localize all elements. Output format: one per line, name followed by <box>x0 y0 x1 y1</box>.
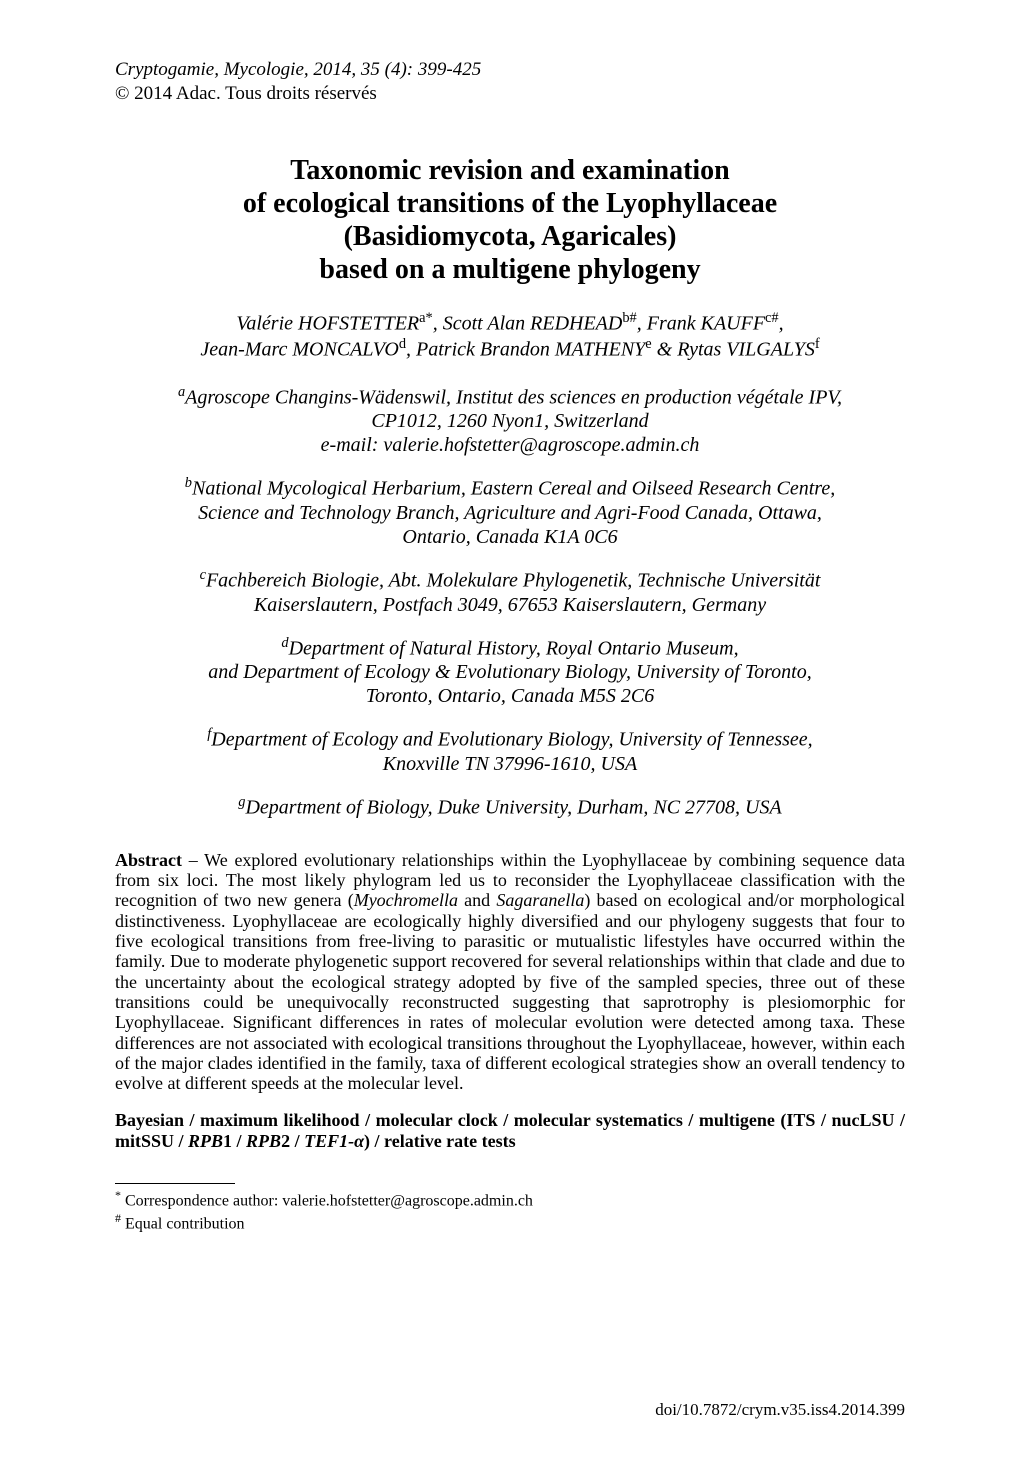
affiliation-f: fDepartment of Ecology and Evolutionary … <box>115 726 905 776</box>
author-sup: f <box>815 336 820 352</box>
affil-line: Toronto, Ontario, Canada M5S 2C6 <box>366 685 655 707</box>
affil-sup: d <box>281 635 288 651</box>
affiliation-g: gDepartment of Biology, Duke University,… <box>115 794 905 820</box>
genus-name: Sagaranella <box>496 890 584 910</box>
abstract-dash: – <box>182 850 204 870</box>
author-name: Patrick Brandon MATHENY <box>416 338 645 360</box>
abstract-text: and <box>458 890 496 910</box>
footnote-equal-contribution: # Equal contribution <box>115 1211 905 1234</box>
author-sup: c# <box>765 310 779 326</box>
author-name: Jean-Marc MONCALVO <box>200 338 398 360</box>
author-sup: a* <box>419 310 433 326</box>
copyright-line: © 2014 Adac. Tous droits réservés <box>115 82 905 106</box>
footnote-correspondence: * Correspondence author: valerie.hofstet… <box>115 1188 905 1211</box>
affil-line: Department of Ecology and Evolutionary B… <box>211 729 812 751</box>
abstract: Abstract – We explored evolutionary rela… <box>115 850 905 1094</box>
journal-reference: Cryptogamie, Mycologie, 2014, 35 (4): 39… <box>115 58 905 82</box>
title-line-2: of ecological transitions of the Lyophyl… <box>243 188 777 219</box>
gene-name: RPB <box>246 1131 281 1151</box>
title-line-4: based on a multigene phylogeny <box>319 254 700 285</box>
gene-name: TEF1-α <box>304 1131 364 1151</box>
sep: , <box>433 312 443 334</box>
gene-name: RPB <box>188 1131 223 1151</box>
article-title: Taxonomic revision and examination of ec… <box>115 154 905 286</box>
page: Cryptogamie, Mycologie, 2014, 35 (4): 39… <box>0 0 1020 1458</box>
affil-line: CP1012, 1260 Nyon1, Switzerland <box>371 410 648 432</box>
affil-line: Agroscope Changins-Wädenswil, Institut d… <box>185 386 842 408</box>
affil-line: Fachbereich Biologie, Abt. Molekulare Ph… <box>206 570 820 592</box>
affil-sup: b <box>185 475 192 491</box>
footnote-rule <box>115 1183 235 1184</box>
affil-line: Kaiserslautern, Postfach 3049, 67653 Kai… <box>254 594 766 616</box>
keywords: Bayesian / maximum likelihood / molecula… <box>115 1110 905 1153</box>
sep: , <box>637 312 647 334</box>
keywords-text: 1 / <box>223 1131 246 1151</box>
affiliation-b: bNational Mycological Herbarium, Eastern… <box>115 475 905 549</box>
author-name: Frank KAUFF <box>647 312 765 334</box>
sep: , <box>779 312 784 334</box>
affil-line: Department of Biology, Duke University, … <box>245 797 781 819</box>
author-name: Rytas VILGALYS <box>677 338 815 360</box>
doi: doi/10.7872/crym.v35.iss4.2014.399 <box>655 1400 905 1420</box>
abstract-text: ) based on ecological and/or morphologic… <box>115 890 905 1093</box>
title-line-1: Taxonomic revision and examination <box>290 155 730 186</box>
affil-line: and Department of Ecology & Evolutionary… <box>208 661 811 683</box>
footnote-text: Equal contribution <box>121 1215 245 1232</box>
author-sup: d <box>399 336 406 352</box>
author-name: Scott Alan REDHEAD <box>443 312 623 334</box>
affil-line: Department of Natural History, Royal Ont… <box>289 637 739 659</box>
affil-line: National Mycological Herbarium, Eastern … <box>192 478 835 500</box>
author-name: Valérie HOFSTETTER <box>236 312 419 334</box>
keywords-text: ) / relative rate tests <box>364 1131 516 1151</box>
sep: & <box>652 338 678 360</box>
affil-line: e-mail: valerie.hofstetter@agroscope.adm… <box>321 434 700 456</box>
affiliation-c: cFachbereich Biologie, Abt. Molekulare P… <box>115 567 905 617</box>
abstract-label: Abstract <box>115 850 182 870</box>
affiliation-a: aAgroscope Changins-Wädenswil, Institut … <box>115 384 905 458</box>
keywords-text: 2 / <box>281 1131 304 1151</box>
affil-line: Knoxville TN 37996-1610, USA <box>383 753 637 775</box>
author-list: Valérie HOFSTETTERa*, Scott Alan REDHEAD… <box>115 310 905 362</box>
author-sup: b# <box>622 310 636 326</box>
sep: , <box>406 338 416 360</box>
affil-line: Science and Technology Branch, Agricultu… <box>198 502 822 524</box>
affiliation-d: dDepartment of Natural History, Royal On… <box>115 635 905 709</box>
genus-name: Myochromella <box>354 890 458 910</box>
affil-line: Ontario, Canada K1A 0C6 <box>402 526 617 548</box>
title-line-3: (Basidiomycota, Agaricales) <box>344 221 677 252</box>
footnote-text: Correspondence author: valerie.hofstette… <box>121 1192 533 1209</box>
